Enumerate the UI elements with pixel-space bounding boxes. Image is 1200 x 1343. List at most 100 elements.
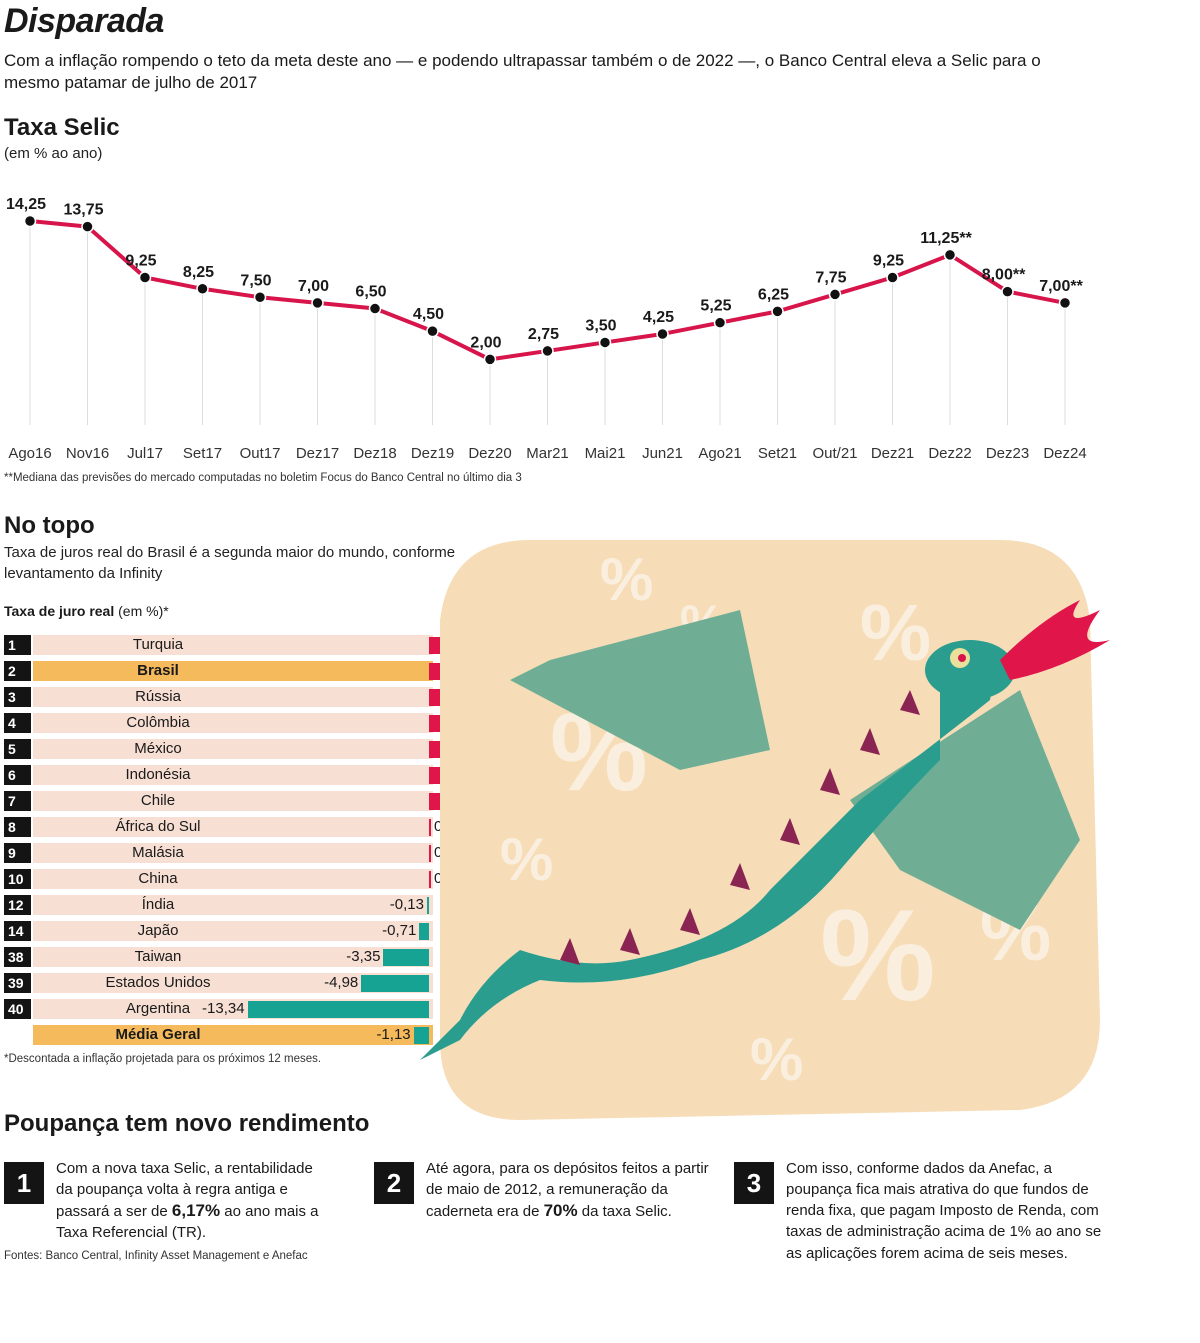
svg-text:%: %: [750, 1026, 803, 1093]
rank-number: 40: [4, 999, 31, 1019]
x-tick-label: Dez22: [928, 445, 971, 462]
data-label: 13,75: [63, 202, 103, 219]
data-point: [943, 248, 957, 262]
x-tick-label: Out/21: [812, 445, 857, 462]
selic-title: Taxa Selic: [4, 114, 120, 141]
sources: Fontes: Banco Central, Infinity Asset Ma…: [4, 1250, 308, 1262]
data-label: 5,25: [700, 298, 731, 315]
data-label: 9,25: [873, 252, 904, 269]
country-label: Estados Unidos: [105, 974, 211, 991]
rank-number: 9: [4, 843, 31, 863]
row-band: [33, 687, 433, 707]
data-label: 9,25: [125, 252, 156, 269]
row-band: [33, 843, 433, 863]
step-1-number: 1: [4, 1162, 44, 1204]
row-band: [33, 973, 433, 993]
svg-text:%: %: [860, 588, 931, 677]
rank-number: 1: [4, 635, 31, 655]
bar-value-label: -13,34: [202, 1000, 245, 1017]
rank-number: 3: [4, 687, 31, 707]
row-band: [33, 921, 433, 941]
selic-line-chart: 14,25 Ago16 13,75 Nov16 9,25 Jul17 8,25 Set17 7,…: [6, 196, 1087, 462]
data-point: [771, 305, 784, 318]
data-point: [196, 282, 209, 296]
selic-unit: (em % ao ano): [4, 145, 103, 162]
rank-number: 6: [4, 765, 31, 785]
country-label: Brasil: [137, 662, 179, 679]
x-tick-label: Mar21: [526, 445, 569, 462]
data-label: 6,25: [758, 286, 789, 303]
ranking-subtitle-1: Taxa de juros real do Brasil é a segunda…: [4, 544, 456, 561]
data-label: 7,00**: [1039, 278, 1083, 295]
rank-number: 38: [4, 947, 31, 967]
ranking-title: No topo: [4, 512, 95, 539]
poupanca-title: Poupança tem novo rendimento: [4, 1110, 370, 1137]
rank-number: 7: [4, 791, 31, 811]
country-label: Chile: [140, 792, 176, 809]
bar: [413, 1027, 429, 1044]
step-3-number: 3: [734, 1162, 774, 1204]
bar-value-label: -1,13: [376, 1026, 411, 1043]
data-point: [1058, 296, 1072, 310]
country-label: Colômbia: [126, 714, 190, 731]
country-label: Índia: [141, 896, 175, 913]
row-band: [33, 791, 433, 811]
x-tick-label: Set21: [758, 445, 797, 462]
x-tick-label: Ago16: [8, 445, 51, 462]
dragon-head: [925, 640, 1015, 700]
step-1-text: Com a nova taxa Selic, a rentabilidade d…: [56, 1160, 319, 1241]
data-point: [598, 336, 612, 349]
bar: [429, 793, 441, 810]
selic-footnote: **Mediana das previsões do mercado compu…: [4, 472, 522, 484]
dragon-body: [420, 658, 992, 1060]
step-2-text: Até agora, para os depósitos feitos a pa…: [426, 1160, 709, 1220]
data-point: [1001, 285, 1014, 298]
data-label: 2,00: [470, 334, 501, 351]
row-band: [33, 1025, 433, 1045]
data-point: [828, 288, 842, 301]
dragon-flame: [1000, 600, 1110, 680]
data-point: [886, 271, 899, 284]
data-point: [426, 324, 439, 338]
data-point: [483, 353, 497, 366]
data-point: [138, 271, 152, 284]
svg-text:%: %: [600, 546, 653, 613]
rank-number: 39: [4, 973, 31, 993]
bar: [429, 871, 431, 888]
x-tick-label: Out17: [240, 445, 281, 462]
data-point: [656, 327, 669, 341]
x-tick-label: Dez18: [353, 445, 396, 462]
data-label: 8,00**: [982, 267, 1026, 284]
row-band: [33, 661, 433, 681]
bar-row: 12 Índia -0,13: [4, 895, 538, 915]
x-tick-label: Mai21: [585, 445, 626, 462]
row-band: [33, 869, 433, 889]
bar-value-label: -0,71: [382, 922, 417, 939]
bar-row: Média Geral -1,13: [4, 1025, 538, 1045]
bar-row: 38 Taiwan -3,35: [4, 947, 538, 967]
rank-number: 8: [4, 817, 31, 837]
x-tick-label: Dez19: [411, 445, 454, 462]
country-label: Taiwan: [134, 948, 182, 965]
bar-value-label: -3,35: [346, 948, 381, 965]
rank-number: 2: [4, 661, 31, 681]
data-point: [311, 296, 324, 310]
country-label: Indonésia: [125, 766, 191, 783]
bar: [429, 845, 431, 862]
bar-row: 39 Estados Unidos -4,98: [4, 973, 538, 993]
x-tick-label: Jun21: [642, 445, 683, 462]
data-label: 11,25**: [920, 230, 972, 247]
bar: [383, 949, 429, 966]
row-band: [33, 739, 433, 759]
x-tick-label: Dez24: [1043, 445, 1086, 462]
bar: [429, 819, 431, 836]
step-3-text: Com isso, conforme dados da Anefac, a po…: [786, 1160, 1102, 1262]
country-label: Média Geral: [115, 1026, 201, 1043]
ranking-subtitle-2: levantamento da Infinity: [4, 565, 163, 582]
rank-number: 10: [4, 869, 31, 889]
data-label: 7,00: [298, 278, 329, 295]
data-label: 2,75: [528, 326, 559, 343]
x-tick-label: Nov16: [66, 445, 109, 462]
svg-text:%: %: [820, 882, 936, 1028]
country-label: China: [138, 870, 178, 887]
